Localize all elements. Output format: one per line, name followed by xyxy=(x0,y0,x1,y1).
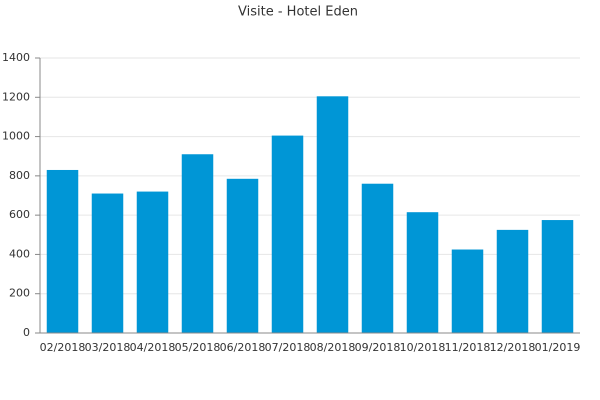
chart-title: Visite - Hotel Eden xyxy=(238,5,358,20)
bar xyxy=(181,154,214,333)
bar xyxy=(496,229,529,333)
x-tick-label: 08/2018 xyxy=(310,341,356,354)
bar xyxy=(46,169,79,333)
y-tick-label: 1200 xyxy=(2,90,30,103)
bar xyxy=(316,96,349,333)
bar xyxy=(541,220,574,333)
x-tick-label: 03/2018 xyxy=(85,341,131,354)
y-tick-label: 1000 xyxy=(2,130,30,143)
bar xyxy=(271,135,304,333)
x-tick-label: 09/2018 xyxy=(355,341,401,354)
x-tick-label: 04/2018 xyxy=(130,341,176,354)
x-tick-label: 05/2018 xyxy=(175,341,221,354)
y-tick-label: 0 xyxy=(23,326,30,339)
bar xyxy=(226,178,259,333)
y-tick-label: 600 xyxy=(9,208,30,221)
bar xyxy=(361,183,394,333)
bar xyxy=(406,212,439,333)
y-tick-label: 800 xyxy=(9,169,30,182)
bar xyxy=(91,193,124,333)
x-tick-label: 02/2018 xyxy=(40,341,86,354)
x-tick-label: 06/2018 xyxy=(220,341,266,354)
x-tick-label: 01/2019 xyxy=(535,341,581,354)
x-tick-label: 07/2018 xyxy=(265,341,311,354)
y-tick-label: 200 xyxy=(9,287,30,300)
y-tick-label: 400 xyxy=(9,247,30,260)
bar xyxy=(451,249,484,333)
x-tick-label: 10/2018 xyxy=(400,341,446,354)
y-tick-label: 1400 xyxy=(2,51,30,64)
x-tick-label: 11/2018 xyxy=(445,341,491,354)
bar xyxy=(136,191,169,333)
x-tick-label: 12/2018 xyxy=(490,341,536,354)
